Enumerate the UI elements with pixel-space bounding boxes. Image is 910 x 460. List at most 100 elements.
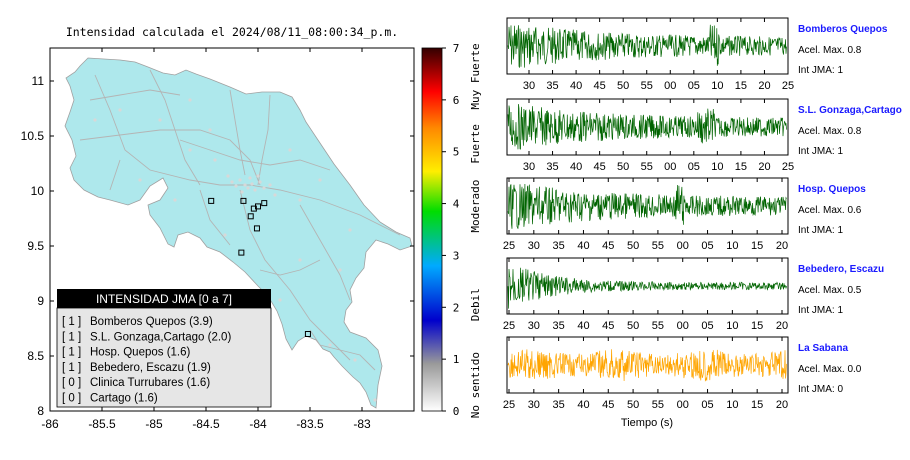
station-name: Hosp. Quepos bbox=[798, 184, 866, 195]
city-dot bbox=[246, 186, 250, 190]
station-name: Bomberos Quepos bbox=[798, 24, 888, 35]
waveform-xtick-label: 40 bbox=[570, 80, 582, 92]
waveform-xtick-label: 00 bbox=[664, 80, 676, 92]
legend-body bbox=[56, 307, 272, 408]
city-dot bbox=[248, 176, 252, 180]
waveform-trace bbox=[507, 24, 787, 68]
city-dot bbox=[256, 174, 260, 178]
waveform-frame bbox=[506, 257, 789, 315]
legend-item-code: [ 0 ] bbox=[62, 377, 81, 389]
waveform-xtick-label: 50 bbox=[627, 399, 639, 411]
accel-max-label: Acel. Max. 0.6 bbox=[798, 205, 862, 216]
accel-max-label: Acel. Max. 0.5 bbox=[798, 285, 862, 296]
city-dot bbox=[273, 193, 277, 197]
jma-intensity-label: Int JMA: 1 bbox=[798, 146, 843, 157]
waveform-trace bbox=[507, 183, 787, 229]
waveform-xtick-label: 50 bbox=[627, 320, 639, 332]
station-marker bbox=[240, 197, 247, 204]
waveform-xtick-label: 35 bbox=[553, 240, 565, 252]
waveform-xtick-label: 15 bbox=[751, 320, 763, 332]
waveform-xtick-label: 35 bbox=[553, 320, 565, 332]
legend-item-code: [ 1 ] bbox=[62, 362, 81, 374]
city-dot bbox=[318, 178, 322, 182]
colorbar-category: Fuerte bbox=[469, 124, 482, 164]
map-axes: -86 -85.5 -85 -84.5 -84 -83.5 -83 11 10.5 10 9.5 9 8… bbox=[21, 48, 414, 431]
jma-intensity-label: Int JMA: 1 bbox=[798, 305, 843, 316]
city-dot bbox=[226, 174, 230, 178]
city-dot bbox=[338, 268, 342, 272]
station-marker bbox=[208, 197, 215, 204]
map-xtick-label: -85 bbox=[145, 417, 163, 431]
waveform-xtick-label: 00 bbox=[677, 399, 689, 411]
waveform-xtick-label: 25 bbox=[503, 399, 515, 411]
waveform-xtick-label: 25 bbox=[503, 320, 515, 332]
city-dot bbox=[234, 184, 238, 188]
waveform-xtick-label: 35 bbox=[546, 161, 558, 173]
city-dot bbox=[173, 198, 177, 202]
map-xtick-label: -85.5 bbox=[88, 417, 116, 431]
waveform-xtick-label: 30 bbox=[528, 399, 540, 411]
waveform-xtick-label: 55 bbox=[641, 161, 653, 173]
intensity-legend: INTENSIDAD JMA [0 a 7] [ 1 ] Bomberos Que… bbox=[56, 289, 272, 408]
accel-max-label: Acel. Max. 0.0 bbox=[798, 364, 862, 375]
legend-item-label: Bomberos Quepos (3.9) bbox=[90, 316, 213, 328]
waveform-xtick-label: 10 bbox=[711, 80, 723, 92]
map-ytick-label: 9.5 bbox=[27, 239, 44, 253]
city-dot bbox=[238, 178, 242, 182]
waveform-xtick-label: 10 bbox=[726, 240, 738, 252]
legend-item-label: Hosp. Quepos (1.6) bbox=[90, 347, 191, 359]
waveform-xtick-label: 40 bbox=[577, 399, 589, 411]
city-dot bbox=[158, 118, 162, 122]
waveform-xtick-label: 15 bbox=[735, 80, 747, 92]
city-dot bbox=[93, 118, 97, 122]
city-dot bbox=[288, 148, 292, 152]
waveform-xtick-label: 30 bbox=[523, 161, 535, 173]
waveform-xtick-label: 35 bbox=[553, 399, 565, 411]
city-dot bbox=[250, 182, 254, 186]
waveform-xtick-label: 55 bbox=[652, 320, 664, 332]
waveform-xtick-label: 55 bbox=[652, 240, 664, 252]
colorbar-tick-label: 5 bbox=[453, 146, 460, 159]
colorbar-tick-label: 3 bbox=[453, 249, 460, 262]
map-xtick-label: -86 bbox=[41, 417, 59, 431]
waveform-xtick-label: 00 bbox=[664, 161, 676, 173]
waveform-xtick-label: 30 bbox=[528, 320, 540, 332]
map-xtick-label: -84 bbox=[249, 417, 267, 431]
legend-item-label: Cartago (1.6) bbox=[90, 393, 158, 405]
waveform-xtick-label: 45 bbox=[602, 399, 614, 411]
colorbar-tick-label: 2 bbox=[453, 301, 460, 314]
legend-header bbox=[57, 289, 271, 308]
map-ytick-label: 11 bbox=[32, 74, 45, 88]
legend-item-code: [ 1 ] bbox=[62, 331, 81, 343]
station-marker bbox=[247, 213, 254, 220]
colorbar-category: Muy Fuerte bbox=[469, 43, 482, 109]
map-frame bbox=[49, 47, 415, 412]
waveform-xtick-label: 45 bbox=[602, 240, 614, 252]
station-marker bbox=[304, 331, 311, 337]
waveform-panel: 25 30 35 40 45 50 55 00 05 10 15 20 Bebedero, Escazu… bbox=[503, 257, 884, 332]
city-dot bbox=[243, 183, 247, 187]
legend-item-code: [ 1 ] bbox=[62, 347, 81, 359]
waveform-xtick-label: 00 bbox=[677, 320, 689, 332]
city-dot bbox=[240, 190, 244, 194]
waveform-xtick-label: 25 bbox=[782, 161, 794, 173]
accel-max-label: Acel. Max. 0.8 bbox=[798, 45, 862, 56]
map-ytick-label: 8.5 bbox=[27, 349, 44, 363]
waveform-panel: 25 30 35 40 45 50 55 00 05 10 15 20 La Sabana Acel. M… bbox=[503, 336, 862, 411]
waveform-xtick-label: 45 bbox=[602, 320, 614, 332]
city-dot bbox=[188, 148, 192, 152]
waveform-panel: 30 35 40 45 50 55 00 05 10 15 20 25 Bomberos Quepos A… bbox=[506, 17, 888, 92]
city-dot bbox=[223, 233, 227, 237]
waveform-panel: 30 35 40 45 50 55 00 05 10 15 20 25 S.L. Gonzaga,Car… bbox=[506, 98, 902, 173]
legend-title: INTENSIDAD JMA [0 a 7] bbox=[96, 292, 232, 306]
legend-item-label: Bebedero, Escazu (1.9) bbox=[90, 362, 211, 374]
colorbar-gradient bbox=[421, 47, 443, 412]
station-marker bbox=[253, 225, 260, 232]
map-ytick-label: 10 bbox=[31, 184, 45, 198]
waveform-xtick-label: 30 bbox=[523, 80, 535, 92]
waveform-xtick-label: 50 bbox=[617, 80, 629, 92]
waveform-xtick-label: 00 bbox=[677, 240, 689, 252]
map-ytick-label: 9 bbox=[37, 294, 44, 308]
city-dot bbox=[373, 398, 377, 402]
